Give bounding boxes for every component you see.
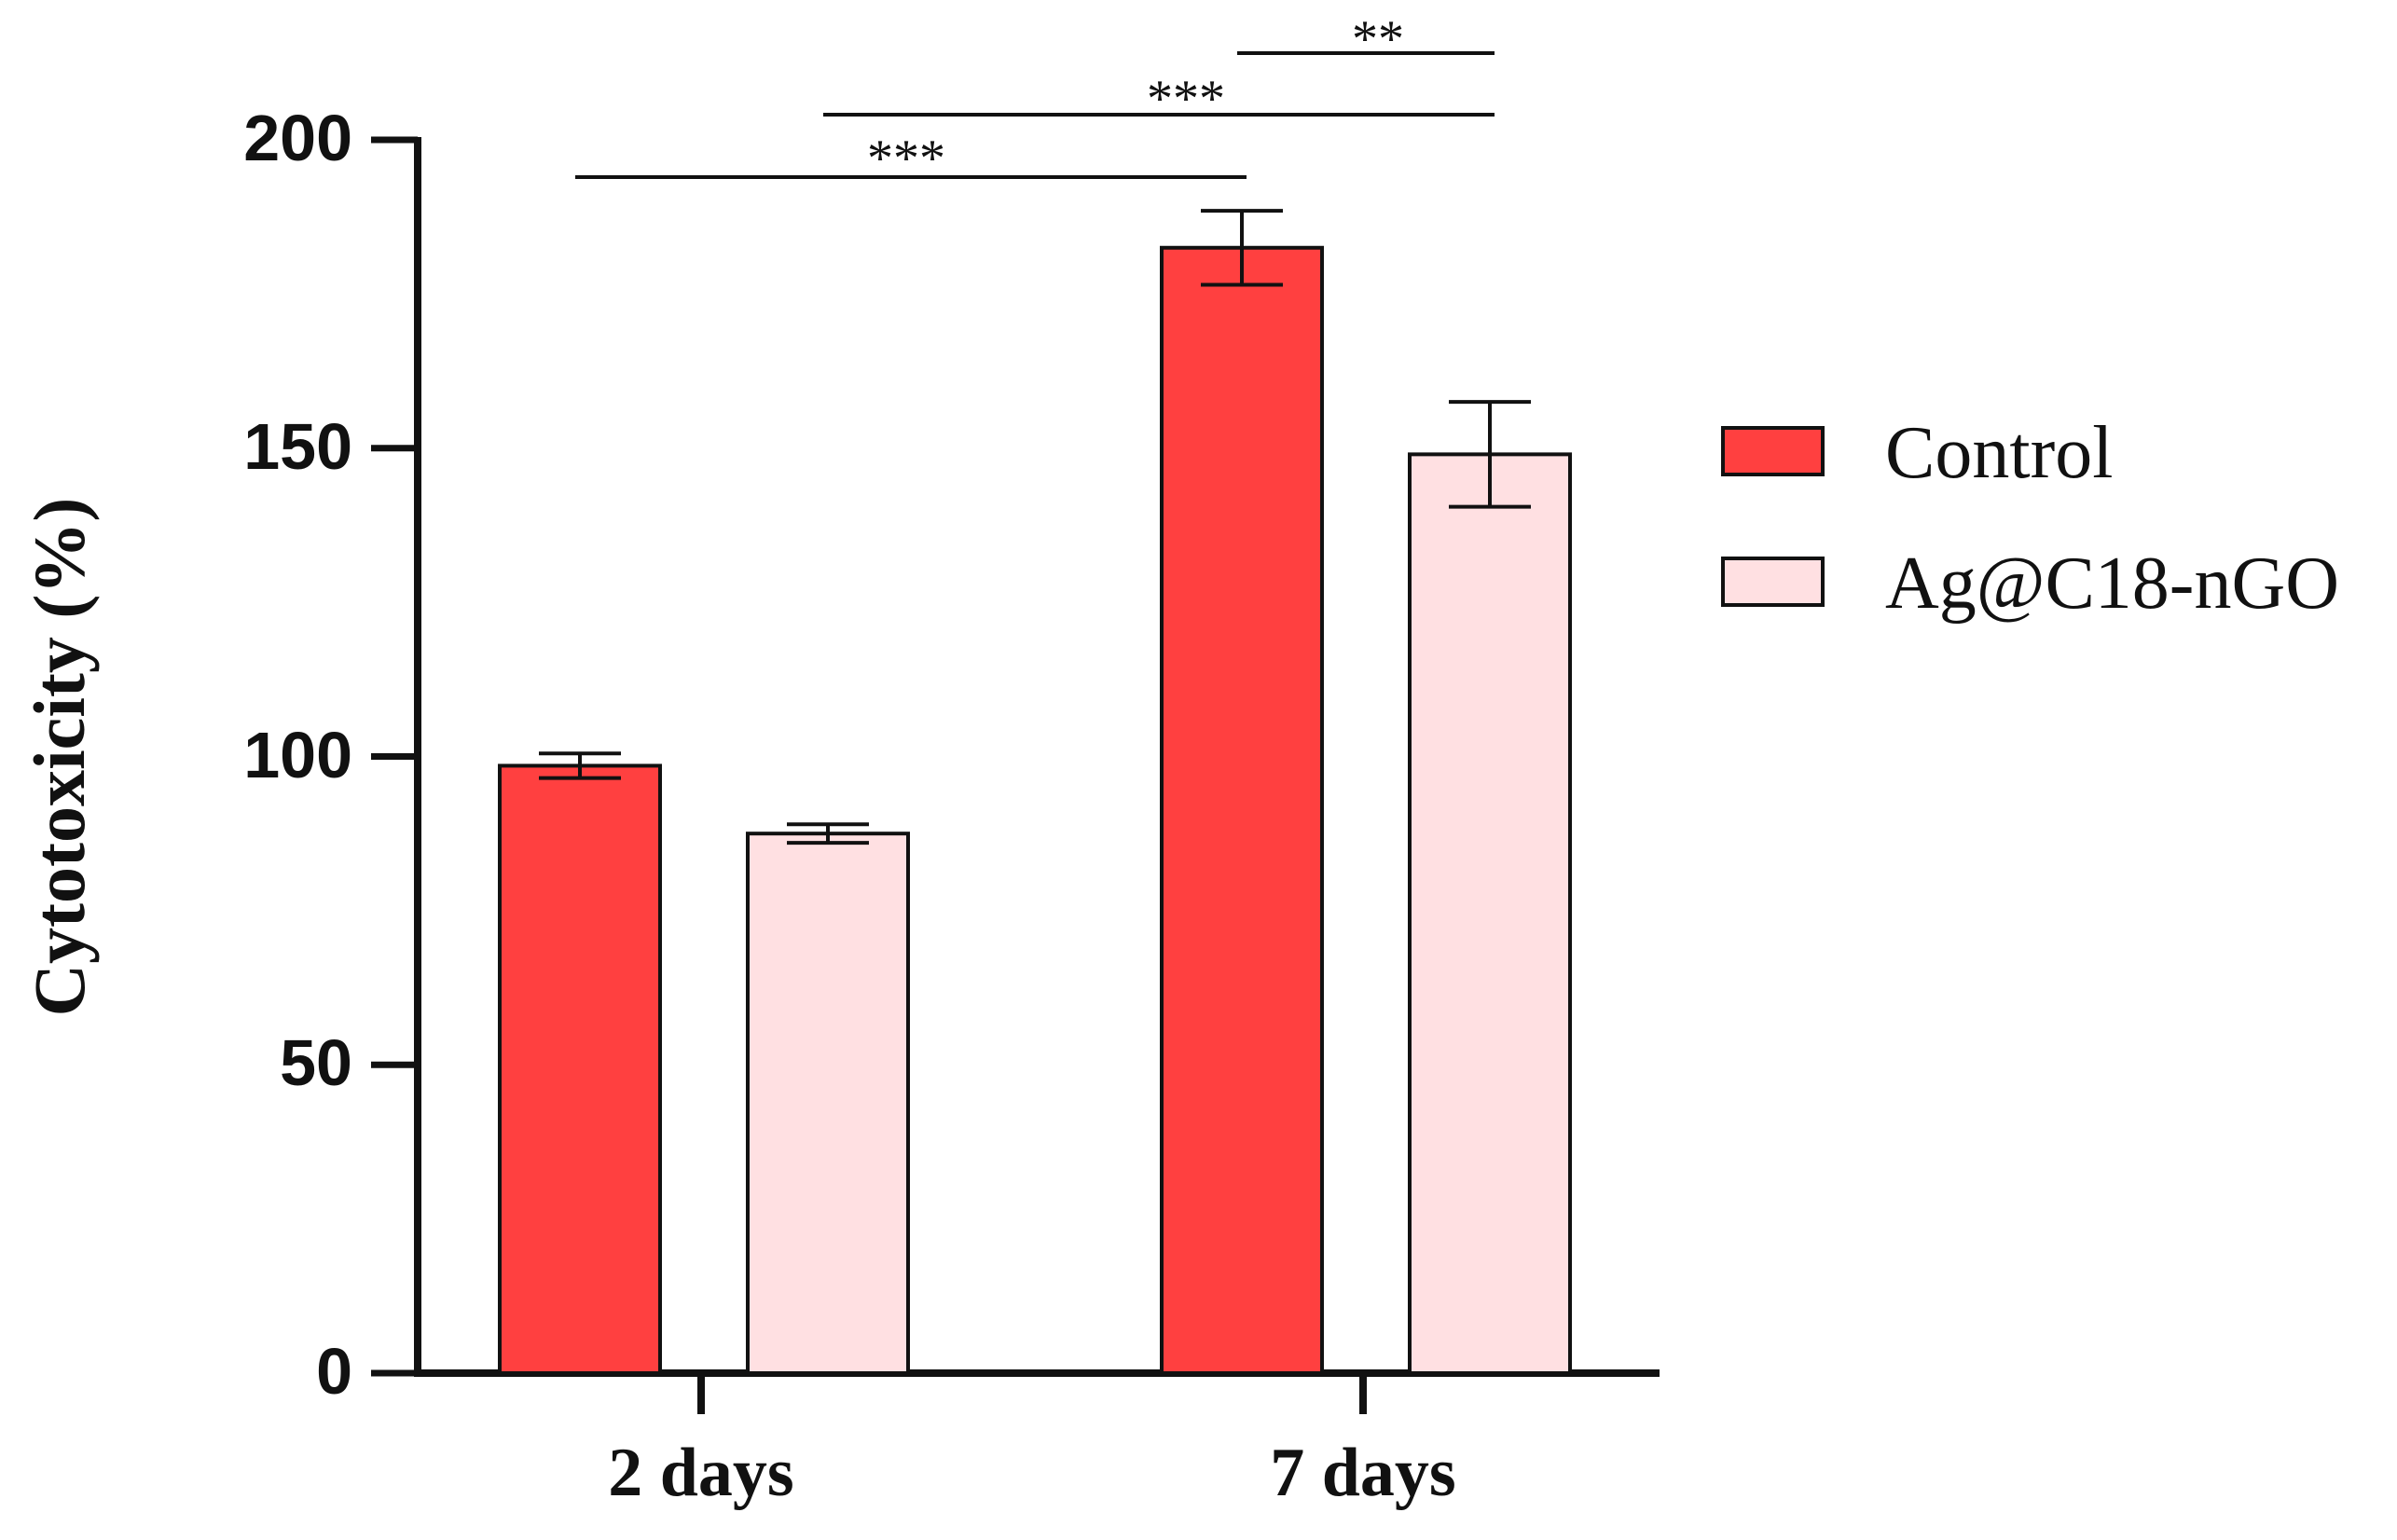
y-tick-label-100: 100 [243, 719, 352, 791]
chart-marks [371, 51, 1660, 1414]
y-tick-labels: 0 50 100 150 200 [243, 102, 352, 1408]
x-category-label-2-days: 2 days [608, 1435, 793, 1511]
y-tick-label-200: 200 [243, 102, 352, 174]
legend-label-ag-c18-ngo: Ag@C18-nGO [1885, 543, 2339, 625]
bar-control-2-days [498, 763, 662, 1375]
y-axis-title: Cytotoxicity (%) [19, 498, 100, 1017]
x-category-label-7-days: 7 days [1270, 1435, 1455, 1511]
bar-control-7-days [1160, 245, 1324, 1376]
bar-ag-c18-ngo-7-days [1408, 452, 1572, 1375]
y-tick-label-50: 50 [280, 1026, 352, 1099]
legend-label-control: Control [1885, 412, 2113, 494]
significance-label-3: ** [1352, 10, 1404, 68]
bar-ag-c18-ngo-2-days [746, 832, 910, 1375]
legend: Control Ag@C18-nGO [1721, 412, 2339, 625]
y-tick-label-0: 0 [316, 1335, 352, 1408]
y-tick-label-150: 150 [243, 410, 352, 483]
legend-swatch-control [1721, 426, 1825, 476]
significance-label-2: *** [1147, 70, 1225, 128]
legend-swatch-ag-c18-ngo [1721, 557, 1825, 607]
